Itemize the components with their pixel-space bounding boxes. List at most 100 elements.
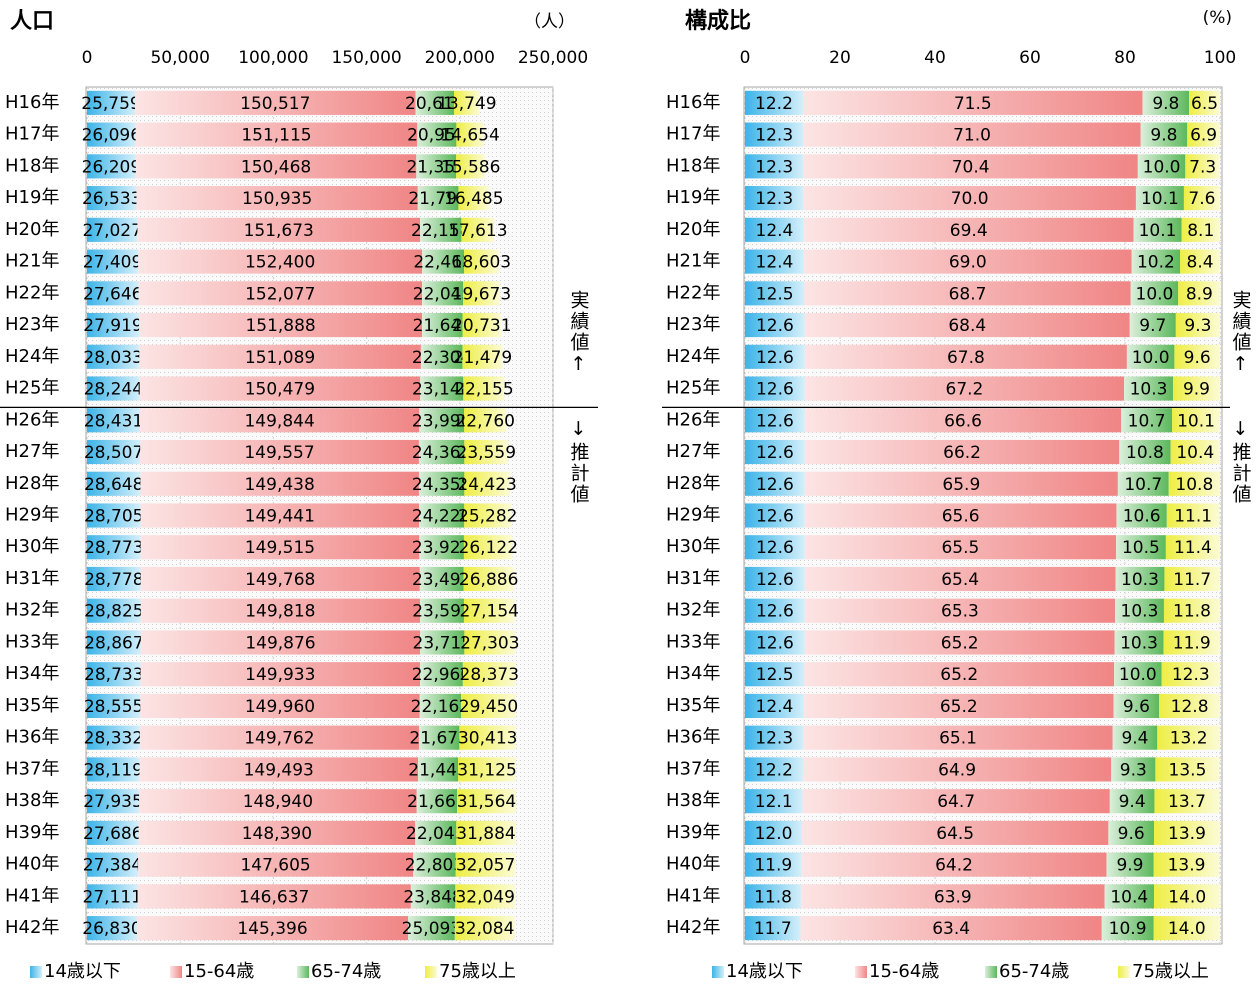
value-label: 27,384 <box>83 856 142 876</box>
value-label: 149,876 <box>245 633 315 653</box>
bar-segment <box>1130 281 1179 306</box>
value-label: 149,844 <box>244 411 314 431</box>
value-label: 12.6 <box>756 538 794 558</box>
bar-segment <box>419 693 462 719</box>
bar-segment <box>420 630 465 655</box>
bar-segment <box>745 281 805 306</box>
x-tick-label: 40 <box>924 48 946 68</box>
value-label: 151,115 <box>241 126 311 146</box>
value-label: 23,591 <box>412 602 471 622</box>
bar-segment <box>745 916 801 941</box>
bar-segment <box>745 598 805 623</box>
value-label: 9.8 <box>1152 94 1179 114</box>
value-label: 151,089 <box>245 348 315 368</box>
bar-segment <box>410 884 456 909</box>
bar-segment <box>1111 757 1156 782</box>
bar-segment <box>456 820 516 845</box>
category-label: H26年 <box>5 409 59 430</box>
bar-segment <box>745 757 803 782</box>
bar-segment <box>745 789 803 814</box>
bar-segment <box>1104 884 1154 909</box>
bar-segment <box>463 598 515 623</box>
value-label: 15,586 <box>441 157 500 177</box>
value-label: 152,077 <box>245 284 315 304</box>
bar-segment <box>138 820 416 845</box>
category-label: H18年 <box>666 155 720 176</box>
category-label: H23年 <box>5 314 59 335</box>
value-label: 149,557 <box>244 443 314 463</box>
bar-segment <box>139 757 419 782</box>
value-label: 22,960 <box>412 665 471 685</box>
value-label: 69.0 <box>949 253 987 273</box>
bar-segment <box>139 344 421 369</box>
value-label: 149,818 <box>245 602 315 622</box>
bar-segment <box>419 566 464 592</box>
bar-segment <box>87 312 140 338</box>
value-label: 10.0 <box>1143 157 1181 177</box>
annotation: 実績値↑ <box>1230 290 1252 377</box>
category-label: H36年 <box>5 727 59 748</box>
value-label: 10.6 <box>1123 507 1161 527</box>
bar-segment <box>419 535 464 560</box>
category-label: H17年 <box>666 124 720 145</box>
bar-segment <box>137 916 409 941</box>
value-label: 26,122 <box>459 538 518 558</box>
value-label: 24,362 <box>412 443 471 463</box>
value-label: 11.8 <box>1173 602 1211 622</box>
bar-segment <box>463 535 513 560</box>
value-label: 9.6 <box>1123 697 1150 717</box>
bar-segment <box>1163 630 1220 655</box>
value-label: 21,667 <box>407 792 466 812</box>
bar-segment <box>1114 630 1164 655</box>
bar-segment <box>418 725 460 750</box>
bar-segment <box>745 408 805 433</box>
value-label: 10.8 <box>1126 443 1164 463</box>
bar-segment <box>745 90 803 115</box>
bar-segment <box>87 789 140 814</box>
value-label: 28,332 <box>84 729 143 749</box>
bar-segment <box>140 662 421 687</box>
bar-segment <box>745 725 804 750</box>
bar-segment <box>419 408 465 433</box>
bar-segment <box>803 217 1134 242</box>
bar-segment <box>87 693 141 719</box>
bar-segment <box>140 503 420 528</box>
category-label: H32年 <box>5 600 59 621</box>
value-label: 12.6 <box>756 475 794 495</box>
value-label: 28,373 <box>460 665 519 685</box>
bar-segment <box>418 439 465 465</box>
value-label: 13.5 <box>1169 760 1207 780</box>
value-label: 12.6 <box>756 411 794 431</box>
bar-segment <box>1101 916 1154 941</box>
legend-label: 65-74歳 <box>999 961 1069 982</box>
value-label: 66.6 <box>944 411 982 431</box>
value-label: 24,358 <box>412 475 471 495</box>
value-label: 150,517 <box>240 94 310 114</box>
bar-segment <box>135 154 417 179</box>
value-label: 23,559 <box>457 443 516 463</box>
value-label: 71.0 <box>953 126 991 146</box>
value-label: 149,515 <box>245 538 315 558</box>
legend-swatch <box>1118 966 1130 978</box>
category-label: H22年 <box>666 282 720 303</box>
bar-segment <box>804 566 1116 592</box>
category-label: H25年 <box>5 378 59 399</box>
bar-segment <box>87 344 140 369</box>
value-label: 12.3 <box>755 157 793 177</box>
value-label: 27,154 <box>460 602 519 622</box>
bar-segment <box>1157 725 1220 750</box>
bar-segment <box>420 344 463 369</box>
x-tick-label: 0 <box>82 48 93 68</box>
bar-segment <box>1140 122 1188 147</box>
bar-segment <box>1165 535 1220 560</box>
value-label: 13.7 <box>1168 792 1206 812</box>
bar-segment <box>804 376 1125 401</box>
category-label: H31年 <box>5 568 59 589</box>
value-label: 9.3 <box>1120 760 1147 780</box>
bar-segment <box>87 884 138 909</box>
bar-segment <box>420 376 464 401</box>
bar-segment <box>1108 820 1154 845</box>
bar-segment <box>804 344 1127 369</box>
bar-segment <box>1131 249 1181 274</box>
value-label: 145,396 <box>237 919 307 939</box>
